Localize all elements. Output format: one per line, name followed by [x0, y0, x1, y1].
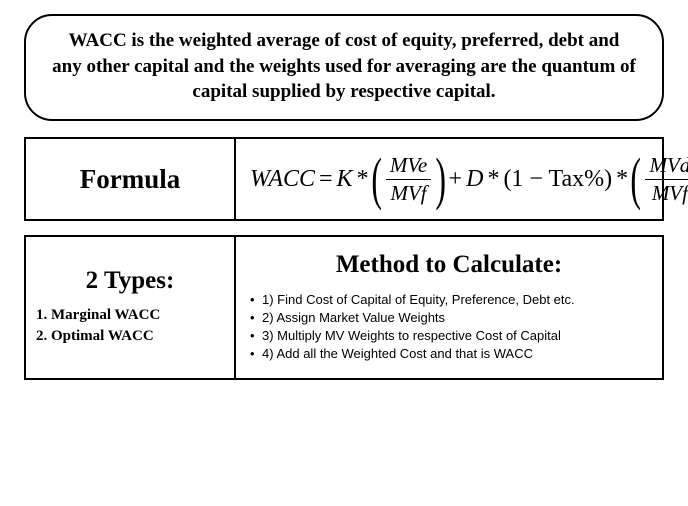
lparen-1: ( [371, 153, 382, 205]
formula-mul1: * [357, 166, 369, 193]
method-step-2: •2) Assign Market Value Weights [250, 310, 648, 325]
method-step-2-text: 2) Assign Market Value Weights [262, 310, 445, 325]
wacc-formula: WACC = K * ( MVe MVf ) + D * (1 − Tax%) … [250, 153, 688, 205]
formula-label: Formula [80, 164, 181, 195]
frac2-den: MVf [648, 182, 688, 204]
formula-lhs: WACC [250, 166, 315, 193]
method-step-4-text: 4) Add all the Weighted Cost and that is… [262, 346, 533, 361]
types-title: 2 Types: [86, 267, 175, 295]
formula-mul3: * [616, 166, 628, 193]
method-step-3: •3) Multiply MV Weights to respective Co… [250, 328, 648, 343]
formula-tax: (1 − Tax%) [503, 166, 612, 193]
formula-label-cell: Formula [26, 139, 236, 219]
frac1-num: MVe [386, 154, 431, 176]
types-list: 1. Marginal WACC 2. Optimal WACC [36, 303, 160, 349]
method-title: Method to Calculate: [250, 251, 648, 279]
method-step-1-text: 1) Find Cost of Capital of Equity, Prefe… [262, 292, 575, 307]
lparen-2: ( [631, 153, 642, 205]
frac2-bar [645, 179, 688, 180]
frac-2: MVd MVf [645, 154, 688, 203]
formula-d: D [466, 166, 483, 193]
frac2-num: MVd [645, 154, 688, 176]
type-item-1: 1. Marginal WACC [36, 307, 160, 324]
method-step-1: •1) Find Cost of Capital of Equity, Pref… [250, 292, 648, 307]
frac-1: MVe MVf [386, 154, 431, 203]
formula-eq: = [319, 166, 333, 193]
formula-k: K [337, 166, 353, 193]
method-list: •1) Find Cost of Capital of Equity, Pref… [250, 289, 648, 364]
formula-plus: + [449, 166, 463, 193]
method-step-4: •4) Add all the Weighted Cost and that i… [250, 346, 648, 361]
formula-panel: Formula WACC = K * ( MVe MVf ) + D * (1 … [24, 137, 664, 221]
method-cell: Method to Calculate: •1) Find Cost of Ca… [236, 237, 662, 378]
method-step-3-text: 3) Multiply MV Weights to respective Cos… [262, 328, 561, 343]
types-method-panel: 2 Types: 1. Marginal WACC 2. Optimal WAC… [24, 235, 664, 380]
formula-mul2: * [487, 166, 499, 193]
formula-cell: WACC = K * ( MVe MVf ) + D * (1 − Tax%) … [236, 139, 688, 219]
rparen-1: ) [436, 153, 447, 205]
wacc-definition-box: WACC is the weighted average of cost of … [24, 14, 664, 121]
types-cell: 2 Types: 1. Marginal WACC 2. Optimal WAC… [26, 237, 236, 378]
frac1-den: MVf [386, 182, 430, 204]
frac1-bar [386, 179, 431, 180]
type-item-2: 2. Optimal WACC [36, 328, 160, 345]
